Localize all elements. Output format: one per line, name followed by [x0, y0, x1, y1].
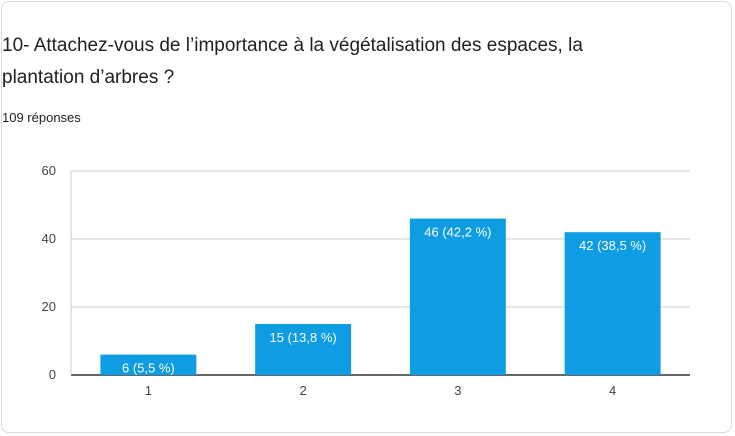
bar-data-label: 42 (38,5 %) [579, 238, 646, 253]
data-labels: 6 (5,5 %) 15 (13,8 %) 46 (42,2 %) 42 (38,5 … [122, 225, 646, 376]
bar-3[interactable] [409, 218, 506, 375]
y-tick-label: 40 [42, 231, 56, 246]
chart-bars [100, 218, 661, 375]
y-tick-label: 20 [42, 299, 56, 314]
y-tick-label: 0 [49, 367, 56, 382]
bar-2[interactable] [255, 324, 352, 375]
question-title: 10- Attachez-vous de l’importance à la v… [2, 35, 583, 88]
x-tick-label: 1 [145, 383, 152, 398]
x-axis-ticks: 1 2 3 4 [145, 383, 616, 398]
y-axis-ticks: 0 20 40 60 [42, 163, 56, 382]
bar-4[interactable] [564, 232, 661, 375]
x-tick-label: 4 [609, 383, 616, 398]
x-tick-label: 2 [300, 383, 307, 398]
bar-1[interactable] [100, 354, 197, 375]
x-tick-label: 3 [454, 383, 461, 398]
bar-data-label: 46 (42,2 %) [424, 225, 491, 240]
bar-data-label: 6 (5,5 %) [122, 361, 175, 376]
response-count: 109 réponses [2, 110, 81, 125]
bar-data-label: 15 (13,8 %) [270, 330, 337, 345]
y-tick-label: 60 [42, 163, 56, 178]
